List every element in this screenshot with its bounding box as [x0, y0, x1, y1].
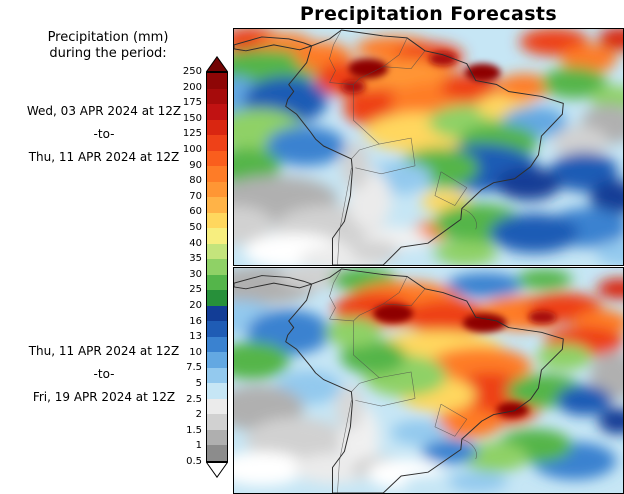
- colorbar-segment: [207, 367, 227, 384]
- period-week1-end: Thu, 11 APR 2024 at 12Z: [28, 150, 180, 164]
- period-week2-end: Fri, 19 APR 2024 at 12Z: [32, 390, 176, 404]
- coastline-week2: [234, 268, 564, 493]
- colorbar-under-arrow-icon: [206, 462, 228, 478]
- colorbar-tick-label: 35: [189, 253, 202, 265]
- colorbar-tick-label: 100: [182, 144, 202, 156]
- colorbar-segment: [207, 166, 227, 182]
- colorbar-segment: [207, 197, 227, 213]
- colorbar-tick-label: 125: [182, 128, 202, 140]
- colorbar-segment: [207, 336, 227, 353]
- colorbar-segment: [207, 414, 227, 430]
- colorbar-tick-label: 1: [195, 440, 202, 452]
- colorbar-segment: [207, 135, 227, 151]
- country-borders-week2: [329, 268, 477, 493]
- colorbar-tick-label: 70: [189, 190, 202, 202]
- period-week1-start: Wed, 03 APR 2024 at 12Z: [26, 104, 182, 118]
- south-america-precipitation-map-week1-image: [234, 29, 623, 265]
- colorbar-tick-label: 16: [189, 315, 202, 327]
- colorbar-segment: [207, 290, 227, 306]
- colorbar-tick-label: 25: [189, 284, 202, 296]
- colorbar-segment: [207, 352, 227, 368]
- period-week1-separator: -to-: [93, 127, 115, 141]
- colorbar-segment: [207, 321, 227, 337]
- map-panel-week1: [233, 28, 624, 266]
- page-title: Precipitation Forecasts: [299, 3, 558, 25]
- colorbar-tick-label: 150: [182, 112, 202, 124]
- colorbar-segment: [207, 119, 227, 136]
- colorbar-segment: [207, 73, 227, 89]
- colorbar-segment: [207, 88, 227, 105]
- colorbar-segment: [207, 212, 227, 229]
- colorbar-tick-label: 2.5: [186, 393, 202, 405]
- colorbar-tick-label: 60: [189, 206, 202, 218]
- forecast-maps: [233, 28, 624, 494]
- colorbar-tick-label: 2: [195, 409, 202, 421]
- colorbar-segment: [207, 259, 227, 275]
- colorbar-tick-label: 50: [189, 222, 202, 234]
- colorbar-segment: [207, 383, 227, 399]
- colorbar-segments: [206, 72, 228, 462]
- colorbar-ticks: 250 200 175 150 125 100 90 80 70 60 50 40 35 30 25 20 16…: [159, 66, 202, 467]
- colorbar-segment: [207, 150, 227, 167]
- legend-heading: Precipitation (mm) during the period:: [12, 30, 204, 62]
- colorbar: 250 200 175 150 125 100 90 80 70 60 50 40 35 30 25 20 16…: [183, 56, 228, 478]
- colorbar-segment: [207, 228, 227, 244]
- period-week2: Thu, 11 APR 2024 at 12Z -to- Fri, 19 APR…: [6, 340, 202, 409]
- map-panel-week2: [233, 267, 624, 494]
- colorbar-tick-label: 250: [182, 66, 202, 78]
- colorbar-segment: [207, 398, 227, 415]
- legend-heading-line1: Precipitation (mm): [47, 30, 169, 45]
- period-week1: Wed, 03 APR 2024 at 12Z -to- Thu, 11 APR…: [6, 100, 202, 169]
- colorbar-tick-label: 175: [182, 97, 202, 109]
- colorbar-segment: [207, 429, 227, 446]
- colorbar-segment: [207, 305, 227, 322]
- coastline-week1: [234, 29, 564, 265]
- colorbar-tick-label: 5: [195, 378, 202, 390]
- period-week2-separator: -to-: [93, 367, 115, 381]
- south-america-precipitation-map-week2-image: [234, 268, 623, 493]
- colorbar-segment: [207, 243, 227, 260]
- colorbar-segment: [207, 104, 227, 120]
- colorbar-segment: [207, 274, 227, 291]
- colorbar-over-arrow-icon: [206, 56, 228, 72]
- colorbar-tick-label: 1.5: [186, 424, 202, 436]
- country-borders-week1: [329, 29, 477, 265]
- colorbar-tick-label: 20: [189, 300, 202, 312]
- colorbar-tick-label: 40: [189, 237, 202, 249]
- colorbar-tick-label: 30: [189, 268, 202, 280]
- colorbar-tick-label: 0.5: [186, 456, 202, 468]
- colorbar-tick-label: 90: [189, 159, 202, 171]
- colorbar-tick-label: 80: [189, 175, 202, 187]
- colorbar-tick-label: 13: [189, 331, 202, 343]
- colorbar-segment: [207, 181, 227, 198]
- colorbar-tick-label: 10: [189, 346, 202, 358]
- colorbar-tick-label: 200: [182, 81, 202, 93]
- legend-heading-line2: during the period:: [49, 46, 167, 61]
- colorbar-segment: [207, 445, 227, 461]
- colorbar-tick-label: 7.5: [186, 362, 202, 374]
- period-week2-start: Thu, 11 APR 2024 at 12Z: [28, 344, 180, 358]
